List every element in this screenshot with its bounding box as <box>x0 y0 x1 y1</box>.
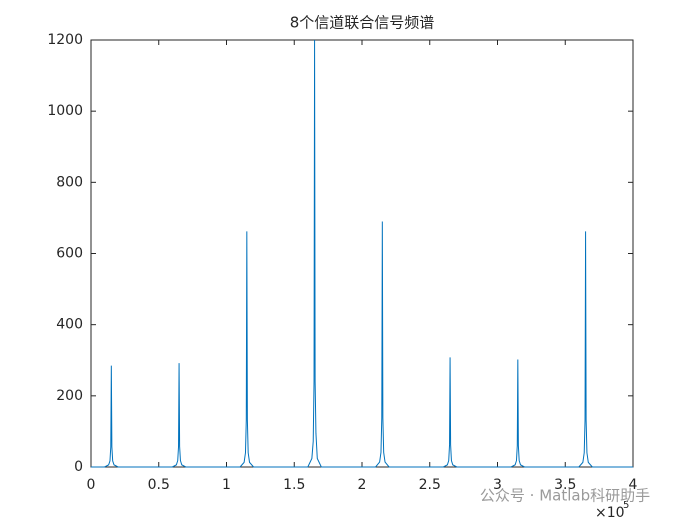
line-series <box>91 39 633 468</box>
x-tick-label: 0.5 <box>148 477 170 493</box>
x-exponent: 5 <box>623 500 629 511</box>
y-tick-label: 600 <box>56 246 83 262</box>
y-tick-label: 0 <box>74 459 83 475</box>
y-tick-label: 200 <box>56 388 83 404</box>
y-tick-label: 400 <box>56 317 83 333</box>
x-tick-label: 1 <box>222 477 231 493</box>
chart-title: 8个信道联合信号频谱 <box>290 14 435 32</box>
x-tick-label: 4 <box>629 477 638 493</box>
watermark: 公众号 · Matlab科研助手 <box>480 487 650 505</box>
y-tick-label: 1200 <box>47 32 83 48</box>
y-tick-label: 800 <box>56 174 83 190</box>
x-tick-label: 2 <box>358 477 367 493</box>
x-tick-label: 0 <box>87 477 96 493</box>
x-tick-label: 1.5 <box>283 477 305 493</box>
x-exponent-base: ×10 <box>595 505 625 521</box>
x-tick-label: 2.5 <box>419 477 441 493</box>
axes-box <box>90 39 634 468</box>
x-tick-label: 3.5 <box>554 477 576 493</box>
x-tick-label: 3 <box>493 477 502 493</box>
y-tick-label: 1000 <box>47 103 83 119</box>
